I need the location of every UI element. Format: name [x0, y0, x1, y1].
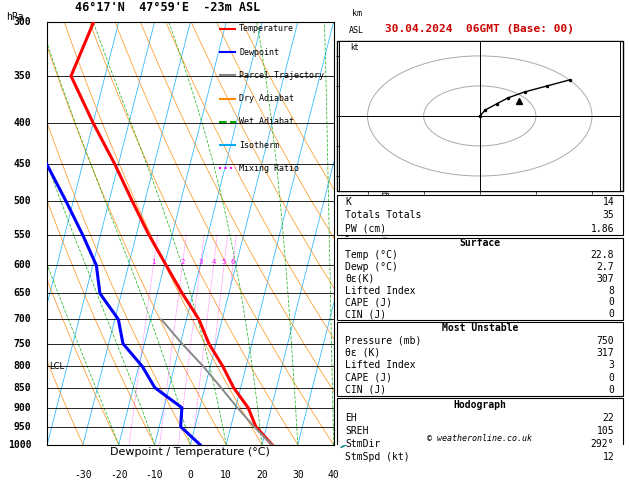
Text: 600: 600	[14, 260, 31, 270]
Text: Parcel Trajectory: Parcel Trajectory	[239, 71, 324, 80]
Text: Totals Totals: Totals Totals	[345, 210, 421, 220]
Text: 22: 22	[603, 413, 614, 423]
Text: Mixing Ratio (g/kg): Mixing Ratio (g/kg)	[381, 186, 390, 281]
Text: 3: 3	[344, 322, 349, 331]
Text: 5: 5	[344, 229, 349, 239]
Text: StmDir: StmDir	[345, 439, 381, 449]
Text: Pressure (mb): Pressure (mb)	[345, 335, 421, 346]
Text: 300: 300	[14, 17, 31, 27]
Text: Wet Adiabat: Wet Adiabat	[239, 117, 294, 126]
Text: 1000: 1000	[8, 440, 31, 450]
Text: Temperature: Temperature	[239, 24, 294, 34]
Text: 550: 550	[14, 230, 31, 240]
Text: Most Unstable: Most Unstable	[442, 323, 518, 333]
Text: 2.7: 2.7	[596, 262, 614, 272]
Text: 12: 12	[603, 452, 614, 462]
Text: 900: 900	[14, 403, 31, 413]
Text: 35: 35	[603, 210, 614, 220]
Text: © weatheronline.co.uk: © weatheronline.co.uk	[427, 434, 532, 443]
Text: 4: 4	[344, 277, 349, 286]
Text: 350: 350	[14, 71, 31, 81]
Text: 7: 7	[344, 131, 349, 140]
X-axis label: Dewpoint / Temperature (°C): Dewpoint / Temperature (°C)	[111, 448, 270, 457]
Text: 8: 8	[608, 285, 614, 295]
Text: km: km	[352, 9, 362, 17]
Text: 1: 1	[151, 260, 156, 265]
Text: 0: 0	[608, 385, 614, 395]
Text: LCL: LCL	[49, 362, 64, 371]
Text: 0: 0	[608, 297, 614, 307]
Text: 950: 950	[14, 422, 31, 432]
Text: Lifted Index: Lifted Index	[345, 285, 416, 295]
Bar	[337, 238, 623, 320]
Text: SREH: SREH	[345, 426, 369, 436]
Bar	[337, 195, 623, 235]
Text: CIN (J): CIN (J)	[345, 309, 386, 319]
Text: K: K	[345, 197, 351, 207]
Text: 307: 307	[596, 274, 614, 284]
Text: PW (cm): PW (cm)	[345, 224, 386, 234]
Text: 40: 40	[328, 470, 340, 480]
Text: Dewp (°C): Dewp (°C)	[345, 262, 398, 272]
Text: -20: -20	[110, 470, 128, 480]
Bar	[337, 398, 623, 464]
Text: 2: 2	[344, 365, 349, 374]
Text: 14: 14	[603, 197, 614, 207]
Text: 292°: 292°	[591, 439, 614, 449]
Text: -10: -10	[146, 470, 164, 480]
Text: Hodograph: Hodograph	[454, 399, 506, 410]
Text: 6: 6	[344, 181, 349, 190]
Text: θε (K): θε (K)	[345, 348, 381, 358]
Text: 3: 3	[198, 260, 203, 265]
Text: kt: kt	[351, 43, 359, 52]
Text: Mixing Ratio: Mixing Ratio	[239, 164, 299, 173]
Text: ASL: ASL	[349, 26, 364, 35]
Text: 750: 750	[14, 339, 31, 348]
Text: 500: 500	[14, 196, 31, 206]
Text: Temp (°C): Temp (°C)	[345, 250, 398, 260]
Text: 2: 2	[181, 260, 184, 265]
Text: 750: 750	[596, 335, 614, 346]
Text: 0: 0	[608, 309, 614, 319]
Text: θε(K): θε(K)	[345, 274, 375, 284]
Text: 0: 0	[187, 470, 193, 480]
Text: 317: 317	[596, 348, 614, 358]
Text: 4: 4	[211, 260, 216, 265]
Text: 650: 650	[14, 288, 31, 298]
Text: EH: EH	[345, 413, 357, 423]
Text: -30: -30	[74, 470, 92, 480]
Bar	[337, 322, 623, 396]
Text: 5: 5	[222, 260, 226, 265]
Text: 400: 400	[14, 118, 31, 128]
Text: 1: 1	[344, 404, 349, 413]
Text: 3: 3	[608, 360, 614, 370]
Text: CAPE (J): CAPE (J)	[345, 373, 392, 382]
Text: Dewpoint: Dewpoint	[239, 48, 279, 56]
Text: 46°17'N  47°59'E  -23m ASL: 46°17'N 47°59'E -23m ASL	[75, 0, 261, 14]
Text: 22.8: 22.8	[591, 250, 614, 260]
Text: CAPE (J): CAPE (J)	[345, 297, 392, 307]
Text: 30: 30	[292, 470, 304, 480]
Text: 450: 450	[14, 159, 31, 169]
Text: Dry Adiabat: Dry Adiabat	[239, 94, 294, 103]
Text: Lifted Index: Lifted Index	[345, 360, 416, 370]
Text: Surface: Surface	[459, 239, 500, 248]
Text: CIN (J): CIN (J)	[345, 385, 386, 395]
Text: 10: 10	[220, 470, 232, 480]
Text: 850: 850	[14, 382, 31, 393]
Text: hPa: hPa	[6, 12, 24, 22]
Text: 30.04.2024  06GMT (Base: 00): 30.04.2024 06GMT (Base: 00)	[385, 24, 574, 34]
Text: 8: 8	[344, 79, 349, 88]
Text: StmSpd (kt): StmSpd (kt)	[345, 452, 410, 462]
Text: 1.86: 1.86	[591, 224, 614, 234]
Text: Isotherm: Isotherm	[239, 140, 279, 150]
Text: 105: 105	[596, 426, 614, 436]
Text: 700: 700	[14, 314, 31, 325]
Text: 20: 20	[256, 470, 268, 480]
Bar	[337, 41, 623, 191]
Text: 6: 6	[231, 260, 235, 265]
Text: 800: 800	[14, 361, 31, 371]
Text: 0: 0	[608, 373, 614, 382]
